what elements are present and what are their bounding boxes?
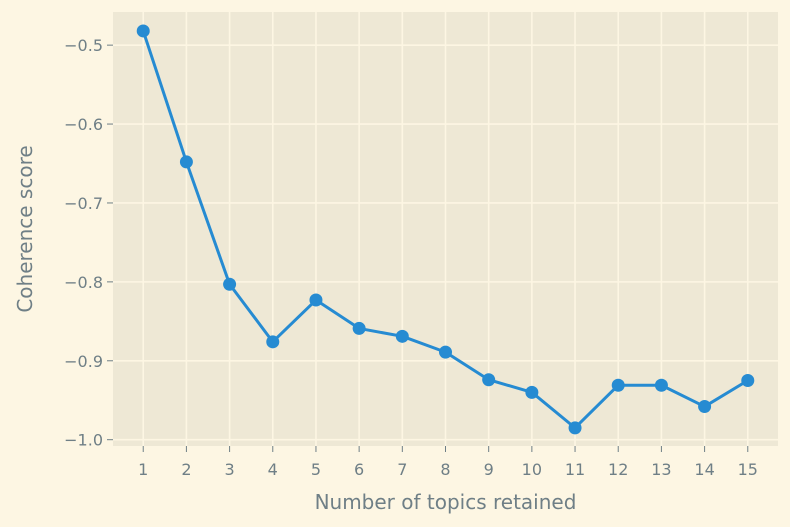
x-tick-label: 9 [484,460,494,479]
data-point [395,329,409,343]
data-point [179,155,193,169]
data-point [525,385,539,399]
y-axis-label: Coherence score [13,145,37,312]
data-point [439,345,452,359]
y-tick-label: −0.7 [64,194,103,213]
x-axis-label: Number of topics retained [315,490,577,514]
x-tick-label: 15 [738,460,758,479]
x-axis: 1 2 3 4 5 6 7 8 9 10 11 12 13 14 15 [138,446,758,479]
data-point [654,378,668,392]
x-tick-label: 4 [268,460,278,479]
x-tick-label: 5 [311,460,321,479]
y-tick-label: −0.5 [64,36,103,55]
data-point [223,277,237,291]
data-point [482,373,496,387]
grid-lines [113,12,778,446]
data-point [741,374,755,388]
data-point [352,321,366,335]
y-tick-label: −0.8 [64,273,103,292]
data-point [611,378,625,392]
x-tick-label: 6 [354,460,364,479]
x-tick-label: 12 [608,460,628,479]
data-point [266,335,280,349]
y-axis: −0.5 −0.6 −0.7 −0.8 −0.9 −1.0 [64,36,113,450]
data-point [698,400,712,414]
data-point [309,293,323,307]
data-point [136,24,150,38]
x-tick-label: 3 [224,460,234,479]
x-tick-label: 7 [397,460,407,479]
x-tick-label: 8 [440,460,450,479]
x-tick-label: 14 [694,460,714,479]
x-tick-label: 11 [565,460,585,479]
data-point [568,421,582,435]
y-tick-label: −1.0 [64,431,103,450]
x-tick-label: 10 [522,460,542,479]
data-points [136,24,755,435]
y-tick-label: −0.6 [64,115,103,134]
x-tick-label: 13 [651,460,671,479]
y-tick-label: −0.9 [64,352,103,371]
x-tick-label: 2 [181,460,191,479]
x-tick-label: 1 [138,460,148,479]
